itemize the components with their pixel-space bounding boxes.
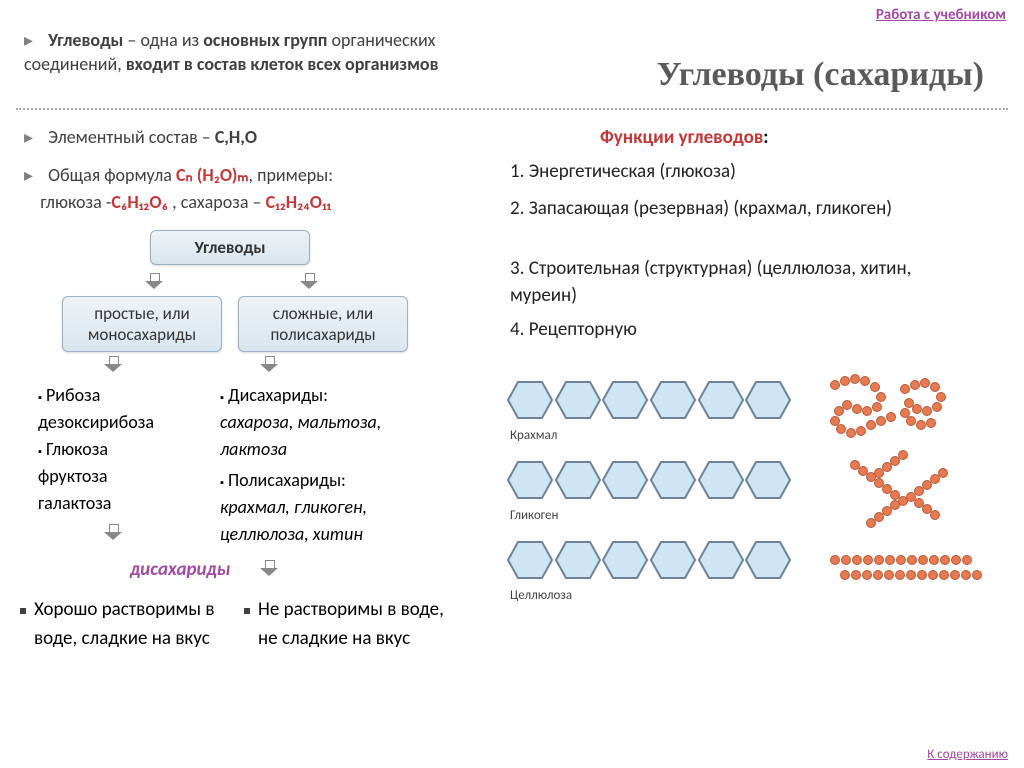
chain-label-1: Крахмал bbox=[510, 428, 557, 443]
tree-left-box: простые, или моносахариды bbox=[62, 296, 222, 352]
formula-main: Cₙ (H₂O)ₘ bbox=[176, 164, 249, 186]
bead-illustration bbox=[820, 370, 1020, 600]
intro-term: Углеводы bbox=[48, 29, 123, 51]
t: дезоксирибоза bbox=[38, 411, 154, 433]
mono-examples: ▪ Рибоза дезоксирибоза ▪ Глюкоза фруктоз… bbox=[38, 382, 154, 517]
func-2: 2. Запасающая (резервная) (крахмал, глик… bbox=[510, 196, 940, 223]
formula-block: ▸ Общая формула Cₙ (H₂O)ₘ, примеры: глюк… bbox=[24, 162, 444, 216]
poly-examples: ▪ Дисахариды: сахароза, мальтоза, лактоз… bbox=[220, 382, 440, 548]
func-4: 4. Рецепторную bbox=[510, 318, 637, 341]
t: C₆H₁₂O₆ bbox=[111, 191, 168, 213]
func-3: 3. Строительная (структурная) (целлюлоза… bbox=[510, 256, 940, 309]
square-bullet-icon bbox=[244, 608, 250, 614]
t: входит в состав клеток всех организмов bbox=[126, 53, 439, 75]
functions-head: Функции углеводов: bbox=[600, 126, 769, 149]
contents-link[interactable]: К содержанию bbox=[927, 747, 1008, 762]
arrow-icon bbox=[260, 560, 278, 576]
tree-root-box: Углеводы bbox=[150, 230, 310, 265]
square-bullet-icon bbox=[20, 608, 26, 614]
t: основных групп bbox=[203, 29, 327, 51]
textbook-link[interactable]: Работа с учебником bbox=[876, 6, 1006, 24]
t: Рибоза bbox=[46, 384, 100, 406]
intro-text: ▸ Углеводы – одна из основных групп орга… bbox=[24, 28, 444, 77]
t: сахароза, мальтоза, лактоза bbox=[220, 409, 440, 463]
chain-cellulose bbox=[506, 540, 788, 580]
disacch-label: дисахариды bbox=[130, 558, 230, 581]
t: галактоза bbox=[38, 492, 111, 514]
t: Дисахариды: bbox=[228, 384, 328, 406]
t: Общая формула bbox=[48, 164, 176, 186]
composition-line: ▸ Элементный состав – C,H,O bbox=[24, 126, 257, 148]
prop-right: Не растворимы в воде, не сладкие на вкус bbox=[258, 596, 458, 653]
t: фруктоза bbox=[38, 465, 108, 487]
bullet-icon: ▸ bbox=[24, 28, 44, 52]
t: , примеры: bbox=[249, 164, 334, 186]
t: – одна из bbox=[123, 29, 203, 51]
arrow-icon bbox=[300, 273, 318, 289]
t: C,H,O bbox=[215, 126, 257, 148]
t: Элементный состав – bbox=[48, 126, 215, 148]
chain-label-3: Целлюлоза bbox=[510, 588, 572, 603]
arrow-icon bbox=[104, 524, 122, 540]
bullet-icon: ▸ bbox=[24, 126, 44, 148]
t: Глюкоза bbox=[46, 438, 108, 460]
func-1: 1. Энергетическая (глюкоза) bbox=[510, 160, 736, 183]
divider bbox=[16, 108, 1008, 110]
arrow-icon bbox=[145, 273, 163, 289]
page-title: Углеводы (сахариды) bbox=[657, 56, 984, 94]
bullet-icon: ▸ bbox=[24, 162, 44, 189]
tree-right-box: сложные, или полисахариды bbox=[238, 296, 408, 352]
t: , сахароза – bbox=[168, 191, 266, 213]
prop-left: Хорошо растворимы в воде, сладкие на вку… bbox=[34, 596, 234, 653]
t: C₁₂H₂₄O₁₁ bbox=[266, 191, 331, 213]
arrow-icon bbox=[104, 356, 122, 372]
chain-starch bbox=[506, 380, 788, 420]
t: Полисахариды: bbox=[228, 469, 346, 491]
t: глюкоза - bbox=[40, 191, 111, 213]
t: крахмал, гликоген, целлюлоза, хитин bbox=[220, 494, 440, 548]
chain-label-2: Гликоген bbox=[510, 508, 558, 523]
arrow-icon bbox=[260, 356, 278, 372]
chain-glycogen bbox=[506, 460, 788, 500]
